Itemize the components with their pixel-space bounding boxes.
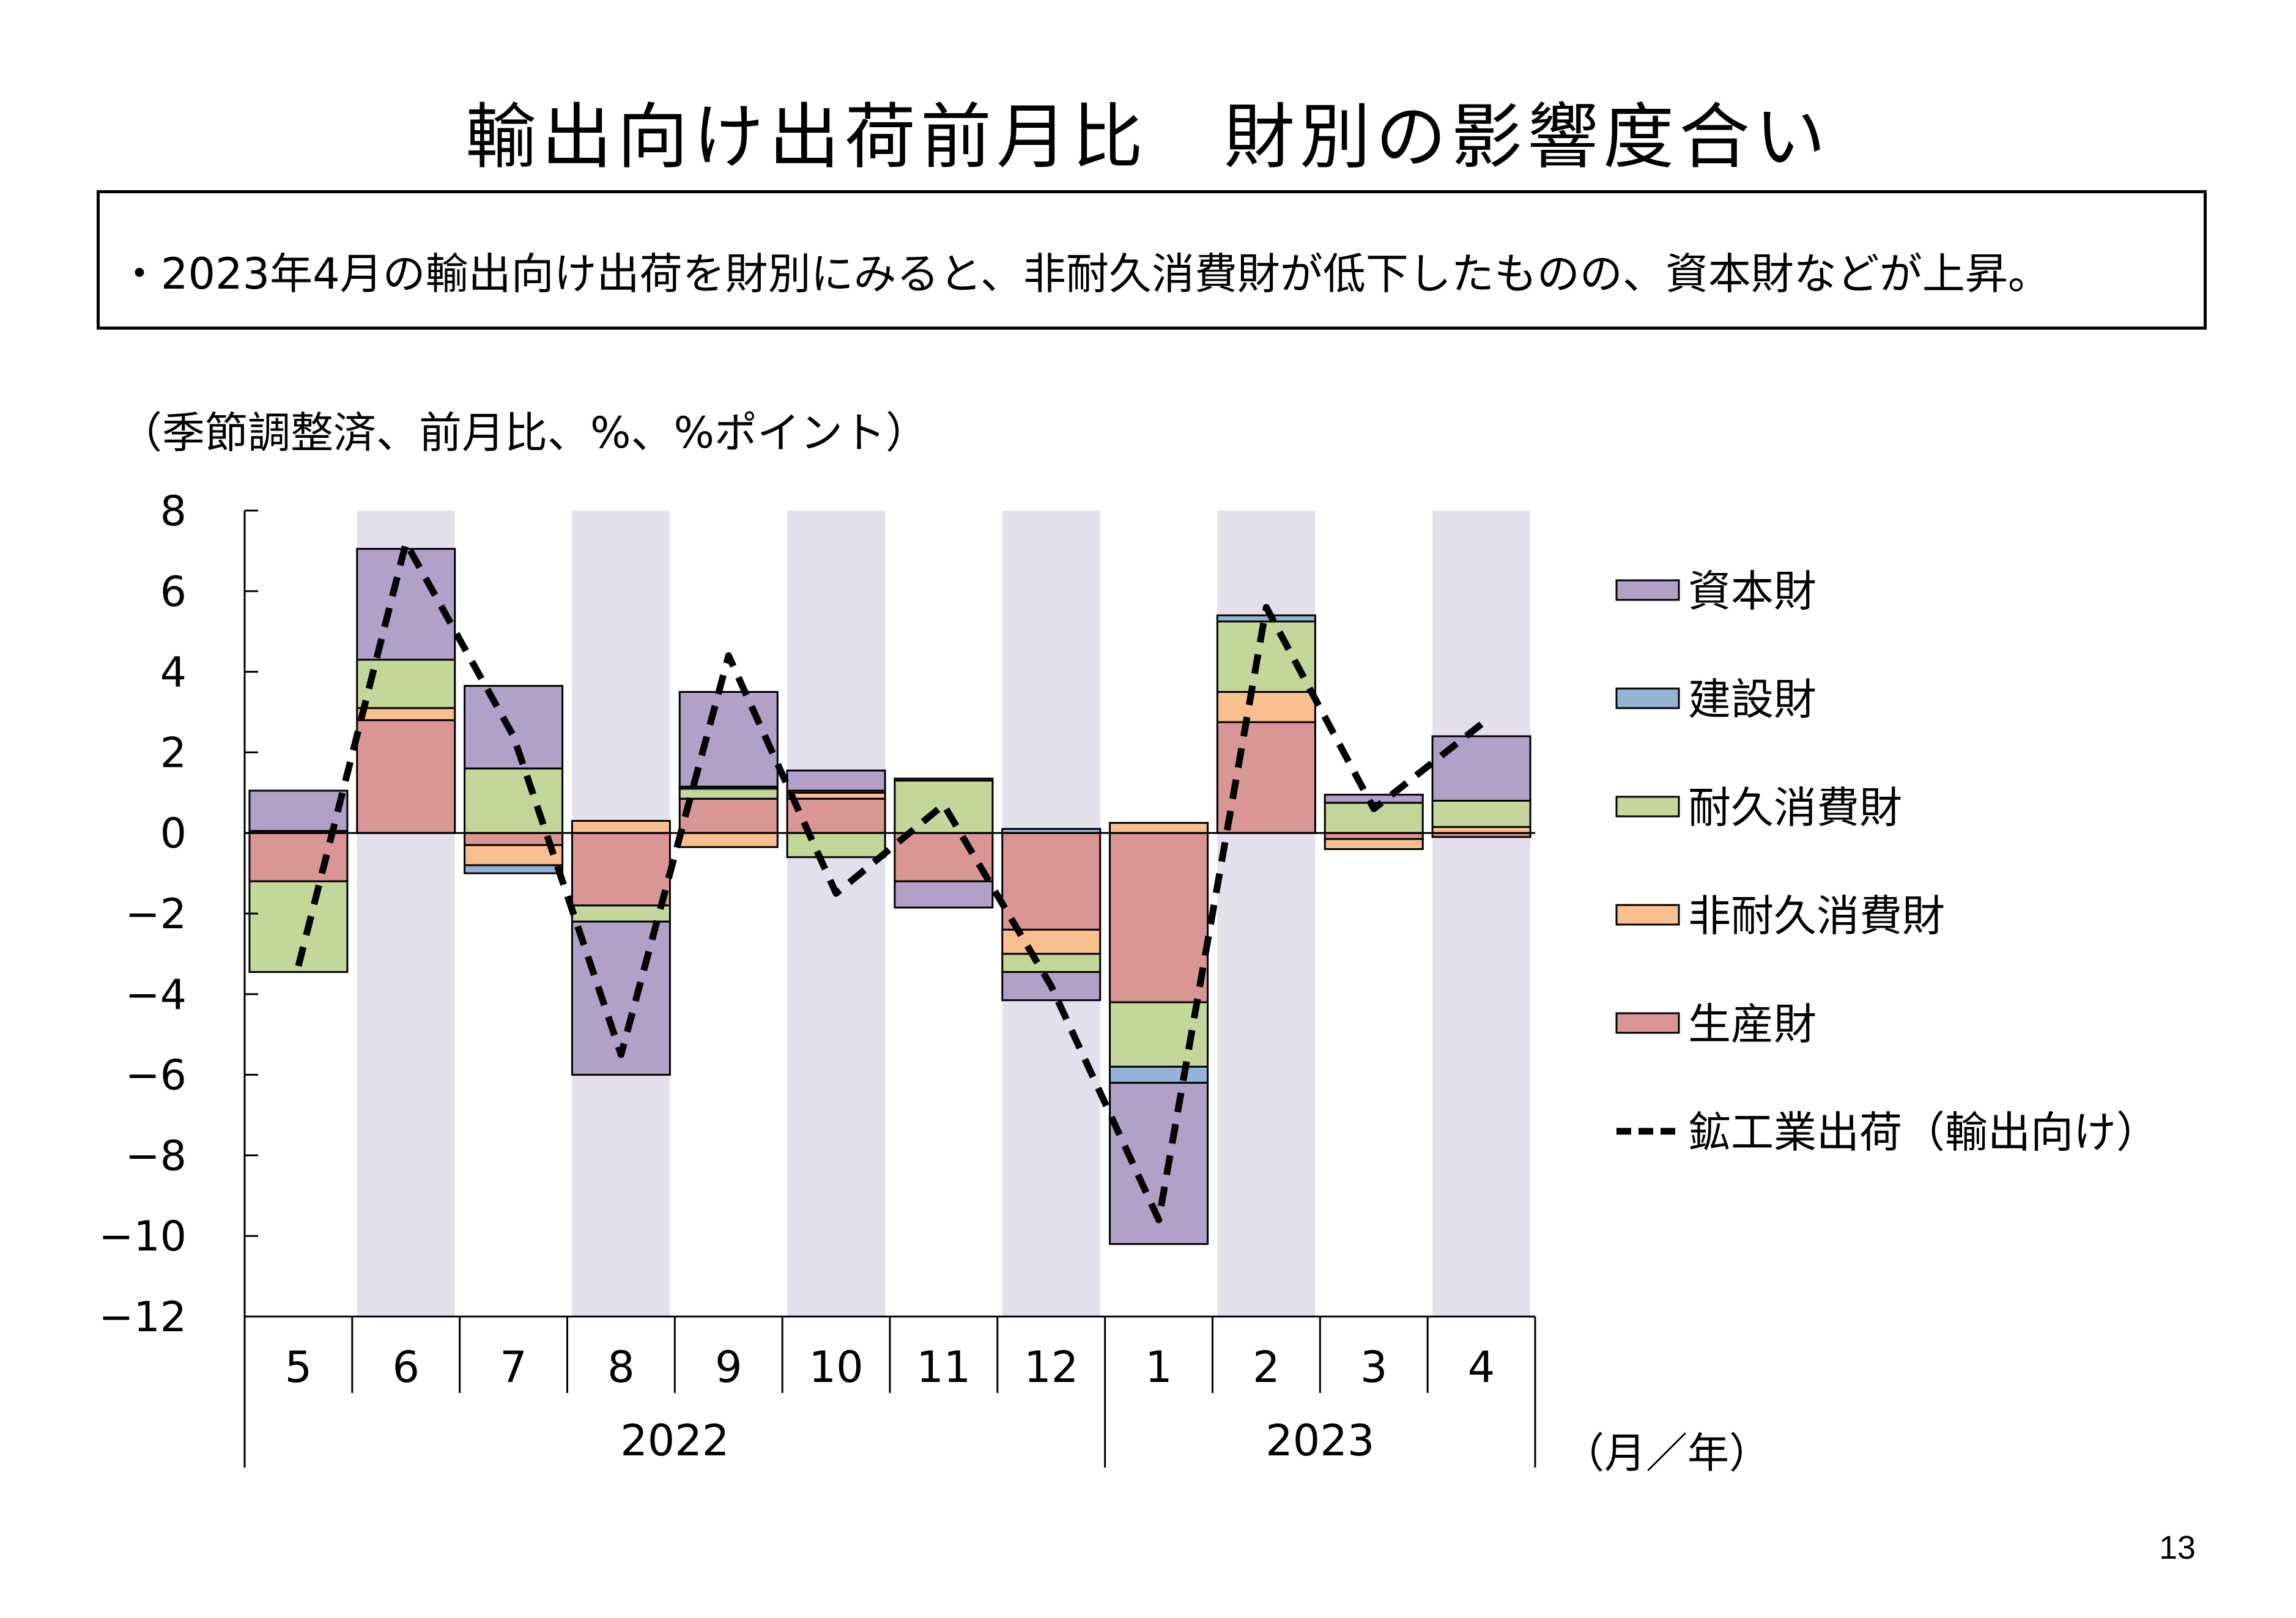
x-category-label: 12 [1024, 1342, 1078, 1392]
bar-segment [571, 904, 671, 923]
shaded-bands [357, 511, 1531, 1317]
x-category-label: 4 [1468, 1342, 1495, 1392]
x-category-label: 2 [1253, 1342, 1280, 1392]
line-series-export-shipments [295, 539, 1484, 1224]
bar-segment [464, 864, 564, 874]
y-tick-label: 2 [160, 729, 187, 777]
bar-segment [571, 920, 671, 1076]
bar-segment [1431, 799, 1531, 828]
y-tick-label: −4 [125, 971, 187, 1019]
x-category-label: 3 [1360, 1342, 1388, 1392]
y-tick-label: −6 [125, 1052, 187, 1100]
legend-label: 建設財 [1688, 674, 1816, 725]
legend-label: 生産財 [1688, 999, 1816, 1049]
y-tick-label: −12 [98, 1293, 187, 1342]
x-category-label: 1 [1145, 1342, 1172, 1392]
bar-segment [786, 769, 886, 792]
legend-swatch [1615, 904, 1680, 926]
legend-swatch [1615, 579, 1680, 601]
legend-swatch [1615, 687, 1680, 709]
bar-segment [1216, 721, 1316, 834]
x-category-label: 7 [500, 1342, 527, 1392]
x-category-label: 10 [809, 1342, 864, 1392]
x-category-label: 11 [916, 1342, 971, 1392]
bar-segment [1431, 735, 1531, 802]
summary-box: ・2023年4月の輸出向け出荷を財別にみると、非耐久消費財が低下したものの、資本… [97, 190, 2207, 330]
legend-label: 鉱工業出荷（輸出向け） [1688, 1107, 2159, 1158]
bar-segment [571, 819, 671, 834]
bar-segment [786, 832, 886, 859]
bar-segment [1109, 1065, 1209, 1084]
x-unit-label: （月／年） [1563, 1430, 1771, 1478]
page-title: 輸出向け出荷前月比 財別の影響度合い [465, 96, 1831, 179]
bar-segment [1109, 822, 1209, 834]
bar-segment [1324, 838, 1424, 851]
bar-segment [464, 685, 564, 770]
y-tick-label: 0 [160, 810, 187, 858]
page-number: 13 [2159, 1529, 2196, 1566]
shade-band-10 [787, 511, 886, 1317]
bar-segments [248, 548, 1531, 1245]
bar-segment [1216, 691, 1316, 723]
bar-segment [894, 880, 994, 909]
bar-segment [678, 832, 779, 848]
x-category-label: 6 [392, 1342, 420, 1392]
legend-label: 資本財 [1688, 566, 1816, 616]
bar-segment [571, 832, 671, 907]
bar-segment [1001, 928, 1102, 955]
year-label: 2023 [1265, 1416, 1374, 1466]
bar-segment [1216, 620, 1316, 693]
y-tick-label: −10 [98, 1213, 187, 1261]
legend-swatch [1615, 1012, 1680, 1034]
bar-segment [1109, 832, 1209, 1003]
y-tick-label: 4 [160, 649, 187, 697]
year-label: 2022 [620, 1416, 729, 1466]
bar-segment [786, 797, 886, 834]
summary-text: ・2023年4月の輸出向け出荷を財別にみると、非耐久消費財が低下したものの、資本… [118, 249, 2051, 299]
shade-band-4 [1432, 511, 1531, 1317]
x-category-label: 9 [715, 1342, 742, 1392]
bar-segment [356, 707, 456, 722]
bar-segment [678, 797, 779, 834]
unit-note: （季節調整済、前月比、%、%ポイント） [119, 408, 929, 458]
y-tick-label: 6 [160, 568, 187, 616]
y-tick-label: −2 [125, 890, 187, 939]
bar-segment [1216, 614, 1316, 622]
axes [243, 509, 1536, 1468]
bar-segment [356, 719, 456, 834]
export-shipments-line [295, 539, 1484, 1224]
x-category-label: 8 [607, 1342, 635, 1392]
x-category-label: 5 [285, 1342, 313, 1392]
bar-segment [464, 767, 564, 834]
bar-segment [356, 548, 456, 661]
legend-label: 耐久消費財 [1688, 783, 1902, 833]
y-tick-label: −8 [125, 1132, 187, 1180]
bar-segment [1001, 832, 1102, 931]
bar-segment [678, 788, 779, 800]
legend-label: 非耐久消費財 [1688, 891, 1945, 941]
bar-segment [894, 780, 994, 834]
y-tick-labels: 8 6 4 2 0 −2 −4 −6 −8 −10 −12 [98, 487, 187, 1342]
legend-swatch [1615, 796, 1680, 818]
bar-segment [1001, 953, 1102, 973]
bar-segment [894, 777, 994, 782]
bar-segment [1324, 794, 1424, 804]
y-tick-label: 8 [160, 487, 187, 536]
bar-segment [894, 832, 994, 882]
